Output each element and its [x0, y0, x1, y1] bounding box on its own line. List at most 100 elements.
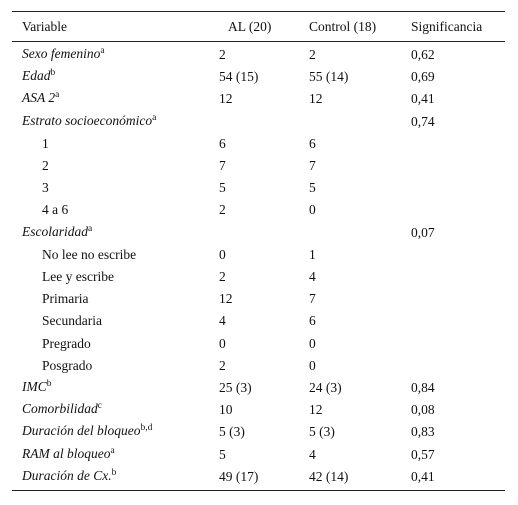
- label-text: No lee no escribe: [42, 246, 137, 262]
- label-text: Edad: [22, 68, 51, 84]
- label-text: ASA 2: [22, 90, 56, 106]
- footnote-mark: a: [55, 90, 60, 101]
- value-cell: 5 (3): [219, 424, 245, 440]
- value-cell: 54 (15): [219, 69, 259, 85]
- footnote-mark: c: [97, 401, 102, 412]
- footnote-mark: a: [88, 223, 93, 234]
- value-cell: 7: [309, 291, 316, 307]
- label-text: Secundaria: [42, 313, 102, 329]
- footnote-mark: b: [111, 467, 117, 478]
- value-cell: 2: [219, 202, 226, 218]
- value-cell: 0,41: [411, 91, 435, 107]
- row-label: Edadb: [22, 67, 55, 87]
- value-cell: 2: [219, 47, 226, 62]
- header-cell: Significancia: [411, 19, 483, 34]
- footnote-mark: a: [110, 445, 115, 456]
- value-cell: 5: [309, 180, 316, 196]
- value-cell: 6: [219, 135, 226, 151]
- row-label: Escolaridada: [22, 223, 92, 243]
- row-label: Duración de Cx.b: [22, 467, 116, 487]
- value-cell: 0,08: [411, 402, 435, 418]
- value-cell: 0,84: [411, 380, 435, 395]
- label-text: 1: [42, 135, 49, 151]
- row-label: Lee y escribe: [42, 268, 114, 286]
- value-cell: 2: [309, 47, 316, 62]
- row-label: Secundaria: [42, 312, 102, 330]
- header-rule: [12, 41, 505, 42]
- label-text: Posgrado: [42, 357, 93, 373]
- value-cell: 7: [219, 158, 226, 173]
- value-cell: 0: [309, 202, 316, 218]
- value-cell: 55 (14): [309, 69, 349, 85]
- value-cell: 25 (3): [219, 380, 252, 395]
- label-text: Escolaridad: [22, 223, 88, 239]
- value-cell: 0: [219, 246, 226, 262]
- top-rule: [12, 11, 505, 12]
- value-cell: 10: [219, 402, 233, 418]
- label-text: 3: [42, 180, 49, 196]
- value-cell: 0,83: [411, 424, 435, 440]
- value-cell: 5 (3): [309, 424, 335, 440]
- value-cell: 2: [219, 357, 226, 373]
- value-cell: 0,69: [411, 69, 435, 85]
- row-label: Duración del bloqueob,d: [22, 422, 152, 442]
- row-label: 2: [42, 157, 49, 175]
- row-label: 3: [42, 179, 49, 197]
- label-text: Primaria: [42, 291, 89, 307]
- value-cell: 6: [309, 313, 316, 329]
- label-text: IMC: [22, 379, 47, 394]
- label-text: 2: [42, 158, 49, 173]
- value-cell: 0,74: [411, 113, 435, 129]
- footnote-mark: b: [50, 68, 56, 79]
- label-text: Estrato socioeconómico: [22, 112, 153, 128]
- value-cell: 24 (3): [309, 380, 342, 395]
- value-cell: 42 (14): [309, 468, 349, 484]
- value-cell: 12: [219, 91, 233, 107]
- label-text: 4 a 6: [42, 202, 69, 218]
- value-cell: 12: [309, 91, 323, 107]
- value-cell: 0,62: [411, 47, 435, 62]
- row-label: Sexo femeninoa: [22, 45, 105, 65]
- value-cell: 5: [219, 180, 226, 196]
- row-label: 1: [42, 135, 49, 153]
- label-text: Comorbilidad: [22, 401, 98, 417]
- row-label: Estrato socioeconómicoa: [22, 112, 156, 132]
- value-cell: 1: [309, 246, 316, 262]
- footnote-mark: b: [46, 379, 52, 389]
- value-cell: 0,41: [411, 468, 435, 484]
- footnote-mark: a: [100, 46, 105, 56]
- row-label: No lee no escribe: [42, 246, 136, 264]
- value-cell: 0: [219, 335, 226, 351]
- row-label: ASA 2a: [22, 89, 59, 109]
- value-cell: 0: [309, 357, 316, 373]
- row-label: RAM al bloqueoa: [22, 445, 115, 465]
- label-text: Sexo femenino: [22, 46, 101, 61]
- row-label: Primaria: [42, 290, 89, 308]
- value-cell: 6: [309, 135, 316, 151]
- row-label: Pregrado: [42, 335, 91, 353]
- value-cell: 12: [309, 402, 323, 418]
- bottom-rule: [12, 490, 505, 491]
- label-text: Duración del bloqueo: [22, 423, 141, 439]
- row-label: Posgrado: [42, 357, 92, 375]
- label-text: Lee y escribe: [42, 269, 114, 284]
- footnote-mark: a: [152, 112, 157, 123]
- value-cell: 12: [219, 291, 233, 307]
- value-cell: 2: [219, 269, 226, 284]
- header-cell: Control (18): [309, 19, 377, 34]
- value-cell: 0,57: [411, 446, 435, 462]
- row-label: 4 a 6: [42, 201, 68, 219]
- label-text: Pregrado: [42, 335, 91, 351]
- header-cell: Variable: [22, 19, 67, 34]
- value-cell: 7: [309, 158, 316, 173]
- footnote-mark: b,d: [140, 423, 153, 434]
- value-cell: 0,07: [411, 224, 435, 240]
- row-label: Comorbilidadc: [22, 400, 102, 420]
- value-cell: 5: [219, 446, 226, 462]
- value-cell: 4: [219, 313, 226, 329]
- value-cell: 4: [309, 269, 316, 284]
- value-cell: 49 (17): [219, 468, 259, 484]
- label-text: Duración de Cx.: [22, 467, 112, 483]
- label-text: RAM al bloqueo: [22, 445, 111, 461]
